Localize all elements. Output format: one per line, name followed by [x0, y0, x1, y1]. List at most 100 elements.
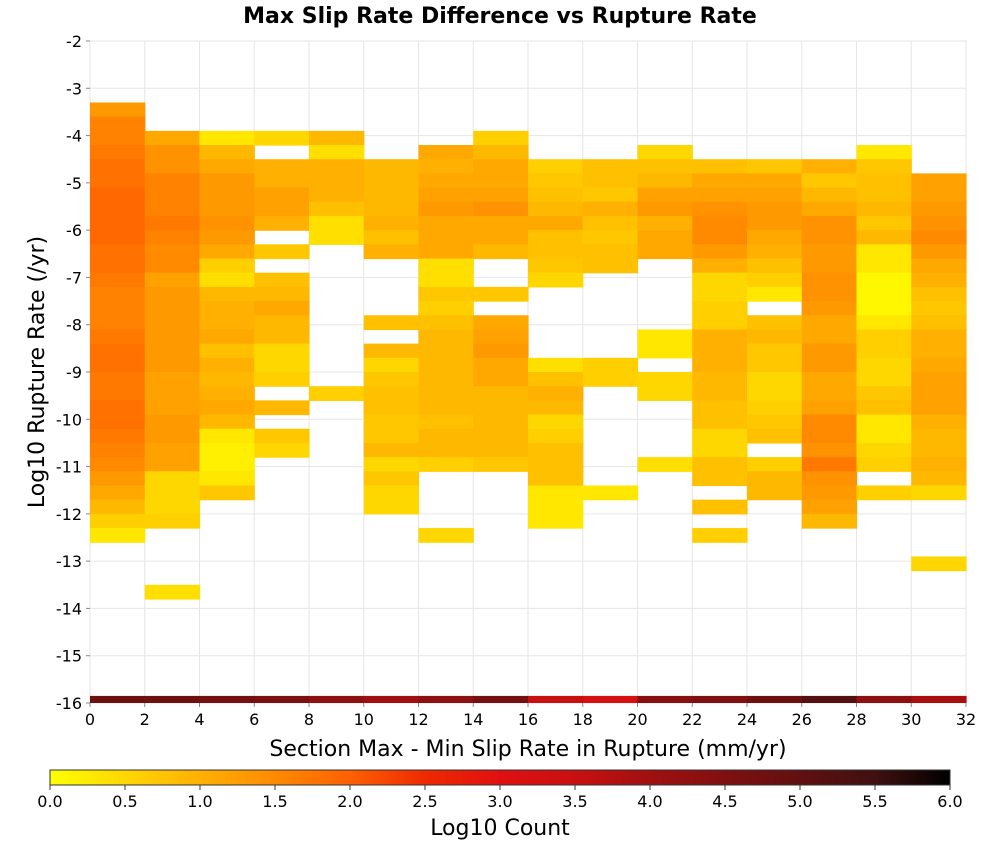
heatmap-cell [582, 215, 639, 231]
heatmap-cell [90, 215, 146, 231]
heatmap-cell [363, 159, 420, 174]
x-tick-label: 16 [518, 710, 538, 729]
x-tick-label: 10 [354, 710, 374, 729]
x-tick-label: 2 [140, 710, 150, 729]
heatmap-cell [692, 258, 748, 274]
y-tick-label: -6 [66, 221, 82, 240]
heatmap-cell [747, 372, 803, 387]
heatmap-cell [90, 343, 146, 359]
heatmap-cell [747, 187, 803, 203]
heatmap-cell [801, 272, 858, 288]
colorbar-tick-label: 5.5 [862, 792, 887, 811]
heatmap-cell [856, 159, 912, 174]
heatmap-cell [747, 357, 803, 373]
heatmap-cell [911, 201, 967, 217]
heatmap-cell [692, 499, 748, 515]
heatmap-cell [856, 272, 912, 288]
heatmap-cell [418, 386, 474, 401]
heatmap-cell [692, 159, 748, 174]
heatmap-cell [199, 230, 255, 245]
heatmap-cell [747, 400, 803, 416]
heatmap-cell [254, 400, 310, 416]
heatmap-cell [801, 414, 858, 430]
heatmap-cell [473, 357, 529, 373]
heatmap-cell [856, 230, 912, 245]
heatmap-cell [90, 457, 146, 472]
colorbar-tick-label: 1.0 [187, 792, 212, 811]
heatmap-cell [90, 272, 146, 288]
heatmap-cell [90, 528, 146, 543]
x-tick-label: 8 [304, 710, 314, 729]
heatmap-cell [254, 372, 310, 387]
heatmap-cell [309, 159, 365, 174]
heatmap-cell [856, 145, 912, 160]
heatmap-cell [144, 414, 201, 430]
x-axis-ticks: 0 2 4 6 8 10 12 14 16 18 20 22 24 26 28 30 32 [85, 703, 976, 729]
x-tick-label: 4 [194, 710, 204, 729]
colorbar-tick-label: 3.0 [487, 792, 512, 811]
heatmap-cell [473, 414, 529, 430]
heatmap-cell [692, 329, 748, 345]
heatmap-cell [747, 215, 803, 231]
heatmap-cell [801, 201, 858, 217]
heatmap-cell [418, 315, 474, 331]
heatmap-cell [473, 173, 529, 189]
heatmap-cell [856, 215, 912, 231]
heatmap-cell [418, 457, 474, 472]
heatmap-cell [90, 499, 146, 515]
heatmap-cell [418, 329, 474, 345]
heatmap-cell [473, 230, 529, 245]
heatmap-cell [144, 145, 201, 160]
heatmap-cell [692, 428, 748, 444]
heatmap-cell [144, 301, 201, 316]
heatmap-cell [90, 116, 146, 132]
heatmap-cell [199, 695, 255, 703]
heatmap-cell [144, 159, 201, 174]
heatmap-cell [363, 173, 420, 189]
heatmap-cell [199, 457, 255, 472]
heatmap-cell [692, 315, 748, 331]
heatmap-cell [473, 187, 529, 203]
heatmap-cell [747, 201, 803, 217]
y-axis-label: Log10 Rupture Rate (/yr) [25, 236, 50, 508]
heatmap-cell [747, 258, 803, 274]
colorbar-tick-label: 5.0 [787, 792, 812, 811]
heatmap-cell [692, 414, 748, 430]
heatmap-cell [199, 272, 255, 288]
heatmap-cell [856, 372, 912, 387]
heatmap-cell [473, 159, 529, 174]
heatmap-cell [144, 215, 201, 231]
heatmap-cell [637, 386, 693, 401]
heatmap-cell [911, 372, 967, 387]
heatmap-cell [801, 173, 858, 189]
heatmap-cell [309, 201, 365, 217]
heatmap-cell [528, 372, 584, 387]
heatmap-cell [90, 315, 146, 331]
heatmap-cell [418, 301, 474, 316]
heatmap-cell [473, 343, 529, 359]
heatmap-cell [747, 329, 803, 345]
y-tick-label: -9 [66, 363, 82, 382]
heatmap-cell [856, 173, 912, 189]
heatmap-cell [418, 201, 474, 217]
heatmap-cell [254, 159, 310, 174]
heatmap-cell [144, 584, 201, 600]
heatmap-cell [911, 428, 967, 444]
heatmap-cell [363, 499, 420, 515]
colorbar-label: Log10 Count [430, 816, 570, 841]
heatmap-cell [418, 215, 474, 231]
heatmap-cell [90, 695, 146, 703]
heatmap-cell [418, 343, 474, 359]
heatmap-cell [199, 130, 255, 146]
heatmap-cell [473, 329, 529, 345]
heatmap-cell [692, 301, 748, 316]
heatmap-cell [473, 457, 529, 472]
heatmap-cell [911, 173, 967, 189]
heatmap-cell [254, 329, 310, 345]
y-tick-label: -4 [66, 127, 82, 146]
heatmap-cell [90, 187, 146, 203]
heatmap-cell [254, 357, 310, 373]
x-tick-label: 24 [737, 710, 757, 729]
heatmap-cell [801, 343, 858, 359]
heatmap-cell [856, 286, 912, 302]
